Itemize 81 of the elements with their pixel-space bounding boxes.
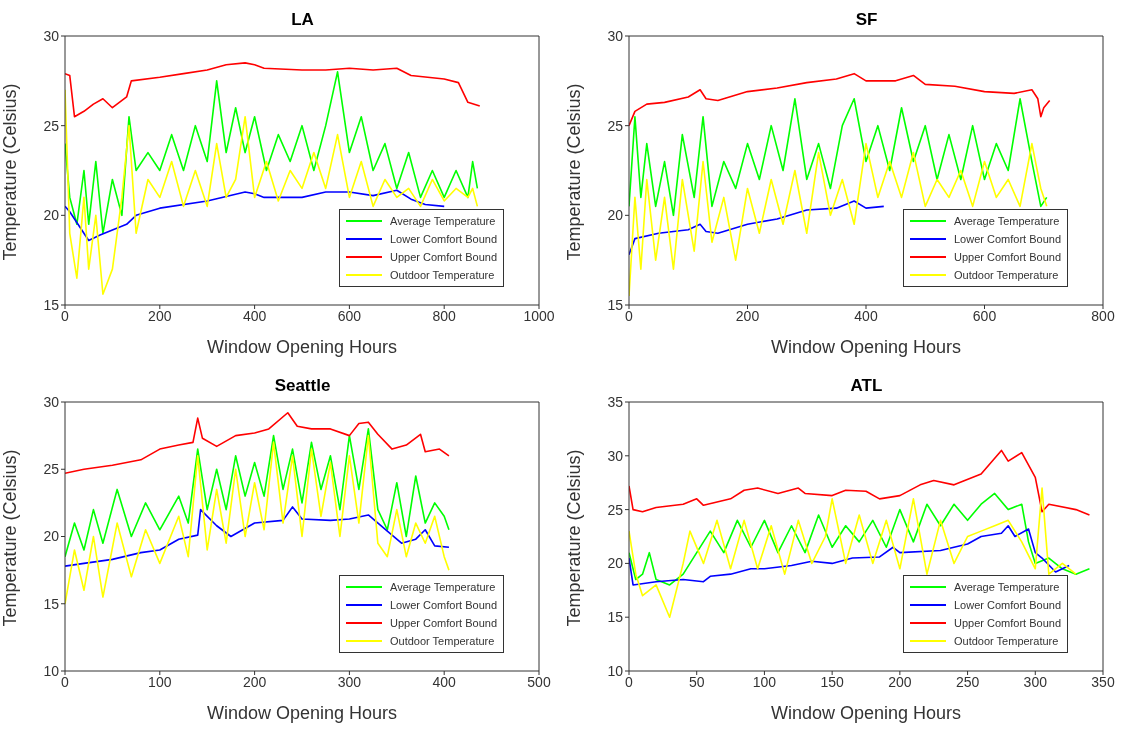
legend-label: Outdoor Temperature bbox=[954, 269, 1059, 281]
legend-label: Upper Comfort Bound bbox=[954, 251, 1061, 263]
y-tick-label: 10 bbox=[607, 662, 624, 679]
legend-label: Lower Comfort Bound bbox=[954, 598, 1061, 611]
legend-label: Upper Comfort Bound bbox=[390, 616, 497, 629]
legend-label: Average Temperature bbox=[390, 580, 496, 593]
legend-label: Average Temperature bbox=[390, 215, 496, 227]
x-tick-label: 0 bbox=[61, 673, 70, 690]
y-tick-label: 20 bbox=[607, 207, 624, 224]
x-tick-label: 200 bbox=[242, 673, 267, 690]
line-series bbox=[65, 62, 481, 118]
x-tick-label: 150 bbox=[820, 673, 845, 690]
x-axis-title: Window Opening Hours bbox=[206, 337, 398, 357]
x-tick-label: 100 bbox=[148, 673, 172, 690]
y-tick-label: 15 bbox=[43, 296, 60, 313]
y-tick-label: 15 bbox=[43, 595, 60, 612]
x-tick-label: 0 bbox=[625, 673, 634, 690]
line-series bbox=[629, 72, 1051, 127]
x-tick-label: 300 bbox=[1023, 673, 1048, 690]
y-axis-title: Temperature (Celsius) bbox=[564, 448, 585, 626]
line-series bbox=[65, 505, 450, 567]
x-tick-label: 500 bbox=[527, 673, 551, 690]
y-tick-label: 20 bbox=[43, 207, 60, 224]
y-tick-label: 20 bbox=[43, 527, 60, 544]
x-axis-title: Window Opening Hours bbox=[770, 337, 962, 357]
x-tick-label: 800 bbox=[432, 307, 457, 324]
x-tick-label: 300 bbox=[337, 673, 362, 690]
line-series bbox=[65, 411, 450, 474]
chart-title: Seattle bbox=[273, 375, 332, 396]
y-tick-label: 25 bbox=[43, 460, 60, 477]
line-series bbox=[65, 427, 450, 557]
chart-title: SF bbox=[854, 10, 879, 30]
x-tick-label: 400 bbox=[242, 307, 267, 324]
x-tick-label: 800 bbox=[1091, 307, 1115, 324]
legend-label: Average Temperature bbox=[954, 215, 1060, 227]
legend-label: Lower Comfort Bound bbox=[390, 598, 497, 611]
y-tick-label: 25 bbox=[607, 501, 624, 518]
x-tick-label: 50 bbox=[688, 673, 705, 690]
x-axis-title: Window Opening Hours bbox=[770, 702, 962, 723]
chart-title: ATL bbox=[849, 375, 884, 396]
y-tick-label: 35 bbox=[607, 393, 624, 410]
x-tick-label: 350 bbox=[1091, 673, 1115, 690]
legend-label: Upper Comfort Bound bbox=[954, 616, 1061, 629]
x-tick-label: 600 bbox=[337, 307, 362, 324]
legend-label: Lower Comfort Bound bbox=[954, 233, 1061, 245]
x-tick-label: 400 bbox=[432, 673, 457, 690]
y-tick-label: 10 bbox=[43, 662, 60, 679]
y-tick-label: 20 bbox=[607, 554, 624, 571]
y-tick-label: 25 bbox=[607, 117, 624, 134]
y-tick-label: 25 bbox=[43, 117, 60, 134]
x-tick-label: 200 bbox=[735, 307, 760, 324]
y-tick-label: 30 bbox=[43, 27, 60, 44]
x-tick-label: 600 bbox=[972, 307, 997, 324]
line-series bbox=[629, 200, 885, 256]
line-series bbox=[629, 449, 1091, 516]
y-tick-label: 30 bbox=[607, 447, 624, 464]
x-tick-label: 100 bbox=[752, 673, 777, 690]
y-tick-label: 15 bbox=[607, 608, 624, 625]
x-tick-label: 250 bbox=[955, 673, 980, 690]
y-axis-title: Temperature (Celsius) bbox=[0, 448, 21, 626]
y-tick-label: 15 bbox=[607, 296, 624, 313]
chart-title: LA bbox=[290, 10, 315, 30]
legend-label: Average Temperature bbox=[954, 580, 1060, 593]
x-tick-label: 200 bbox=[888, 673, 912, 690]
legend-label: Upper Comfort Bound bbox=[390, 251, 497, 263]
x-tick-label: 0 bbox=[61, 307, 70, 324]
legend-label: Outdoor Temperature bbox=[390, 269, 495, 281]
y-tick-label: 30 bbox=[43, 393, 60, 410]
legend-label: Outdoor Temperature bbox=[390, 634, 495, 647]
y-tick-label: 30 bbox=[607, 27, 624, 44]
x-axis-title: Window Opening Hours bbox=[206, 702, 398, 723]
line-series bbox=[629, 486, 1077, 618]
legend-label: Lower Comfort Bound bbox=[390, 233, 497, 245]
y-axis-title: Temperature (Celsius) bbox=[564, 83, 585, 261]
line-series bbox=[629, 97, 1048, 217]
x-tick-label: 1000 bbox=[523, 307, 555, 324]
x-tick-label: 400 bbox=[854, 307, 878, 324]
x-tick-label: 200 bbox=[148, 307, 172, 324]
legend-label: Outdoor Temperature bbox=[954, 634, 1059, 647]
y-axis-title: Temperature (Celsius) bbox=[0, 83, 21, 261]
x-tick-label: 0 bbox=[625, 307, 634, 324]
